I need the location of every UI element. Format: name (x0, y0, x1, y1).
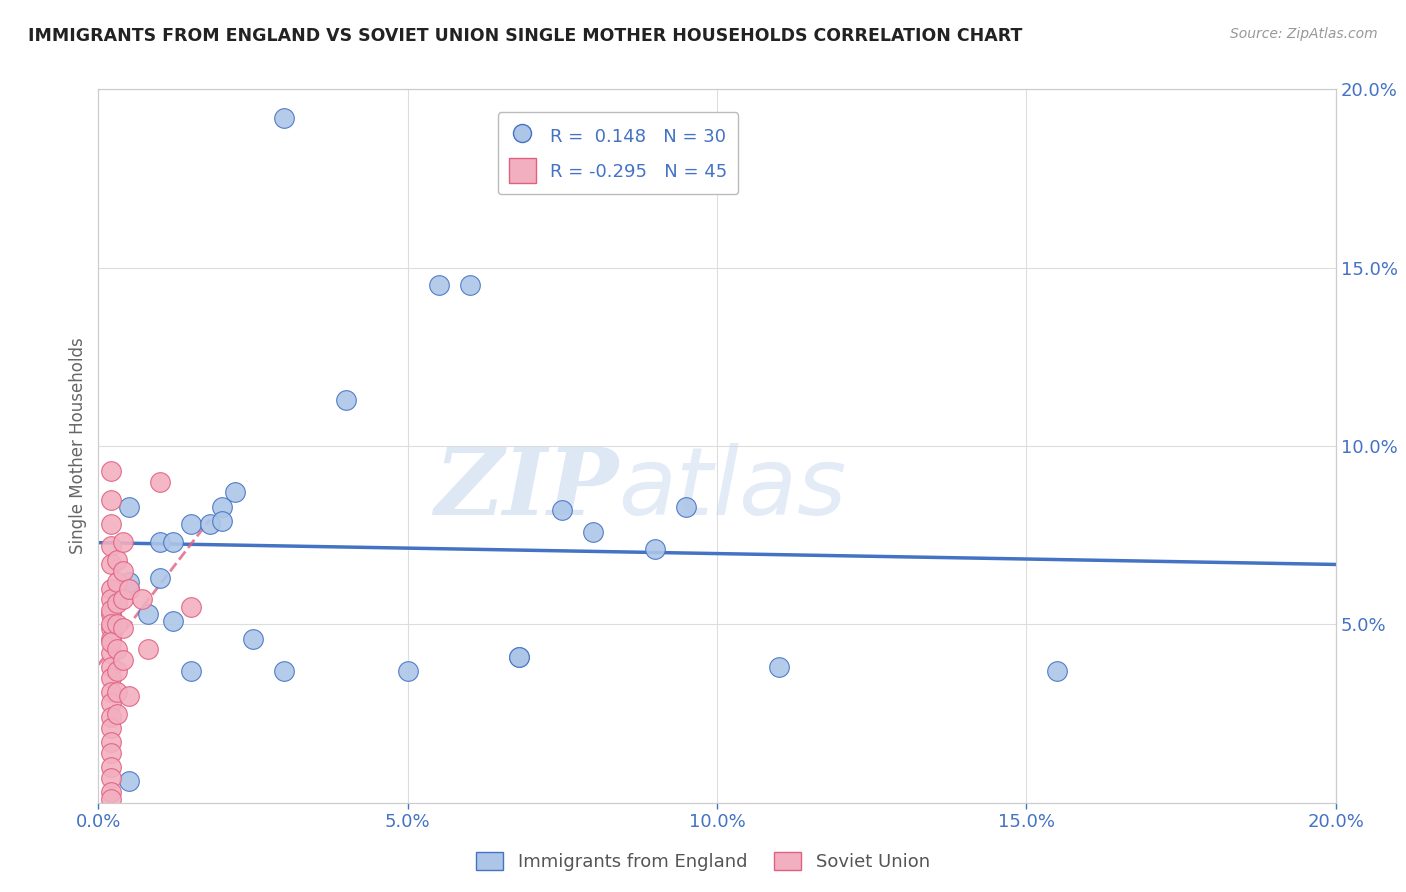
Point (211, 514, 233, 528)
Point (100, 746, 122, 760)
Point (1046, 664, 1069, 678)
Point (273, 111, 295, 125)
Point (105, 574, 128, 589)
Point (136, 607, 159, 621)
Point (105, 685, 128, 699)
Point (100, 671, 122, 685)
Legend: Immigrants from England, Soviet Union: Immigrants from England, Soviet Union (468, 845, 938, 879)
Point (198, 517, 221, 532)
Point (100, 660, 122, 674)
Point (149, 535, 172, 549)
Point (180, 664, 202, 678)
Point (100, 603, 122, 617)
Point (100, 539, 122, 553)
Point (118, 574, 141, 589)
Point (118, 500, 141, 514)
Point (100, 492, 122, 507)
Point (551, 503, 574, 517)
Point (136, 642, 159, 657)
Point (582, 524, 605, 539)
Point (100, 582, 122, 596)
Point (180, 599, 202, 614)
Point (100, 646, 122, 660)
Point (100, 760, 122, 774)
Point (508, 649, 530, 664)
Point (100, 607, 122, 621)
Point (118, 774, 141, 789)
Point (100, 635, 122, 649)
Point (105, 553, 128, 567)
Point (644, 542, 666, 557)
Point (180, 517, 202, 532)
Point (112, 621, 135, 635)
Point (131, 592, 153, 607)
Text: ZIP: ZIP (434, 444, 619, 533)
Point (100, 696, 122, 710)
Point (508, 649, 530, 664)
Y-axis label: Single Mother Households: Single Mother Households (69, 338, 87, 554)
Point (112, 653, 135, 667)
Point (118, 582, 141, 596)
Point (100, 464, 122, 478)
Point (105, 642, 128, 657)
Point (162, 535, 184, 549)
Point (427, 278, 450, 293)
Point (100, 785, 122, 799)
Point (224, 485, 246, 500)
Point (100, 685, 122, 699)
Point (112, 592, 135, 607)
Point (100, 771, 122, 785)
Point (242, 632, 264, 646)
Point (112, 564, 135, 578)
Point (118, 582, 141, 596)
Point (100, 735, 122, 749)
Point (149, 571, 172, 585)
Point (100, 792, 122, 806)
Text: IMMIGRANTS FROM ENGLAND VS SOVIET UNION SINGLE MOTHER HOUSEHOLDS CORRELATION CHA: IMMIGRANTS FROM ENGLAND VS SOVIET UNION … (28, 27, 1022, 45)
Point (100, 710, 122, 724)
Point (112, 535, 135, 549)
Point (105, 706, 128, 721)
Point (273, 664, 295, 678)
Point (100, 517, 122, 532)
Point (396, 664, 419, 678)
Point (105, 664, 128, 678)
Point (162, 614, 184, 628)
Point (105, 617, 128, 632)
Text: Source: ZipAtlas.com: Source: ZipAtlas.com (1230, 27, 1378, 41)
Point (149, 475, 172, 489)
Point (100, 632, 122, 646)
Legend: R =  0.148   N = 30, R = -0.295   N = 45: R = 0.148 N = 30, R = -0.295 N = 45 (498, 112, 738, 194)
Point (100, 621, 122, 635)
Point (118, 689, 141, 703)
Point (100, 557, 122, 571)
Point (768, 660, 790, 674)
Point (211, 500, 233, 514)
Point (100, 721, 122, 735)
Text: atlas: atlas (619, 443, 846, 534)
Point (458, 278, 481, 293)
Point (105, 596, 128, 610)
Point (675, 500, 697, 514)
Point (100, 617, 122, 632)
Point (100, 592, 122, 607)
Point (335, 392, 357, 407)
